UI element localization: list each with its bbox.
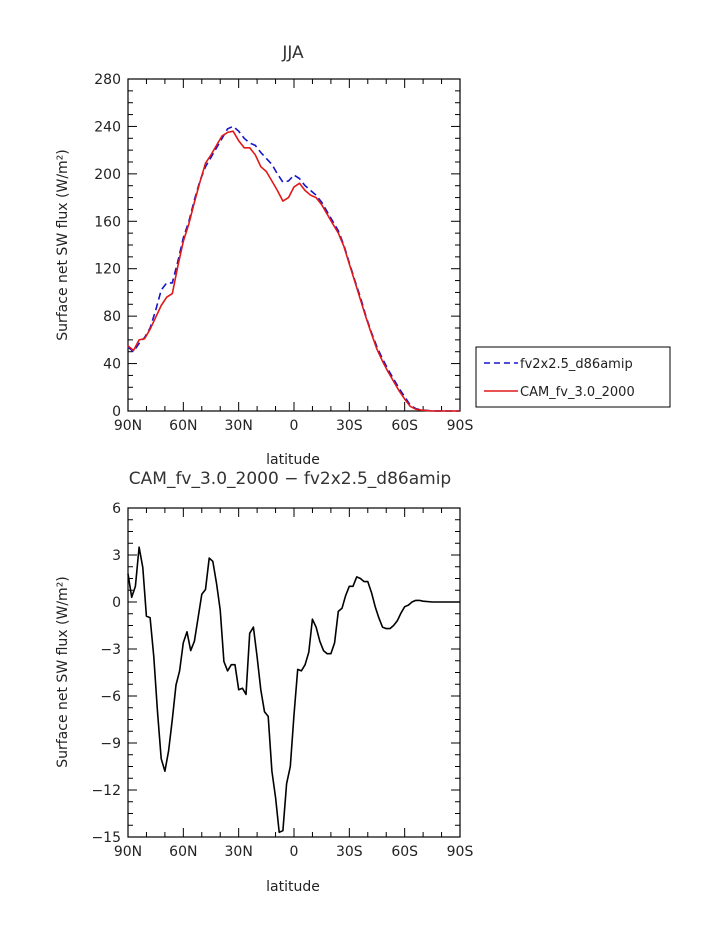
x-tick-label: 60N	[169, 844, 197, 860]
y-tick-label: 200	[94, 167, 121, 183]
top-x-axis-label: latitude	[266, 452, 320, 468]
bottom-series-lines	[127, 546, 460, 834]
y-tick-label: 240	[94, 119, 121, 135]
top-chart-title: JJA	[281, 43, 304, 63]
top-plot-frame	[127, 78, 461, 412]
top-ticks: 90N 60N 30N 0 30S 60S 90S 0 40 80 120 160 200 240 280	[94, 72, 473, 434]
bottom-ticks: 90N 60N 30N 0 30S 60S 90S −15 −12 −9 −6 −3 0 3 6	[91, 501, 473, 860]
legend: fv2x2.5_d86amip CAM_fv_3.0_2000	[475, 346, 671, 408]
y-tick-label: 40	[103, 357, 121, 373]
y-tick-label: 120	[94, 262, 121, 278]
bottom-y-axis-label: Surface net SW flux (W/m²)	[55, 576, 71, 768]
y-tick-label: 3	[112, 548, 121, 564]
x-tick-label: 60S	[391, 418, 418, 434]
bottom-panel: CAM_fv_3.0_2000 − fv2x2.5_d86amip 90N 60N…	[55, 469, 473, 895]
x-tick-label: 90S	[447, 844, 474, 860]
bottom-chart-title: CAM_fv_3.0_2000 − fv2x2.5_d86amip	[129, 469, 451, 489]
y-tick-label: 0	[112, 595, 121, 611]
x-tick-label: 90S	[447, 418, 474, 434]
y-tick-label: 0	[112, 404, 121, 420]
y-tick-label: 160	[94, 214, 121, 230]
x-tick-label: 90N	[114, 844, 142, 860]
x-tick-label: 30N	[225, 418, 253, 434]
legend-label-cam: CAM_fv_3.0_2000	[520, 385, 635, 400]
top-series-line-1	[127, 130, 460, 412]
top-y-axis-label: Surface net SW flux (W/m²)	[55, 149, 71, 341]
x-tick-label: 90N	[114, 418, 142, 434]
x-tick-label: 0	[290, 418, 299, 434]
top-series-line-0	[127, 125, 460, 412]
y-tick-label: −3	[100, 642, 121, 658]
top-series-lines	[127, 125, 460, 412]
y-tick-label: −6	[100, 689, 121, 705]
legend-box	[475, 346, 671, 408]
bottom-plot-frame	[127, 507, 461, 838]
y-tick-label: 280	[94, 72, 121, 88]
bottom-series-line-0	[127, 546, 460, 834]
x-tick-label: 30S	[336, 418, 363, 434]
x-tick-label: 0	[290, 844, 299, 860]
y-tick-label: −12	[91, 783, 121, 799]
x-tick-label: 60N	[169, 418, 197, 434]
x-tick-label: 30N	[225, 844, 253, 860]
y-tick-label: −9	[100, 736, 121, 752]
bottom-x-axis-label: latitude	[266, 879, 320, 895]
y-tick-label: −15	[91, 830, 121, 846]
legend-label-fv2x2: fv2x2.5_d86amip	[520, 357, 633, 372]
y-tick-label: 6	[112, 501, 121, 517]
x-tick-label: 60S	[391, 844, 418, 860]
top-panel: JJA 90N 60N 30N 0 30S 60S 90S 0 40 80 120 160 200 240…	[55, 43, 473, 468]
x-tick-label: 30S	[336, 844, 363, 860]
y-tick-label: 80	[103, 309, 121, 325]
